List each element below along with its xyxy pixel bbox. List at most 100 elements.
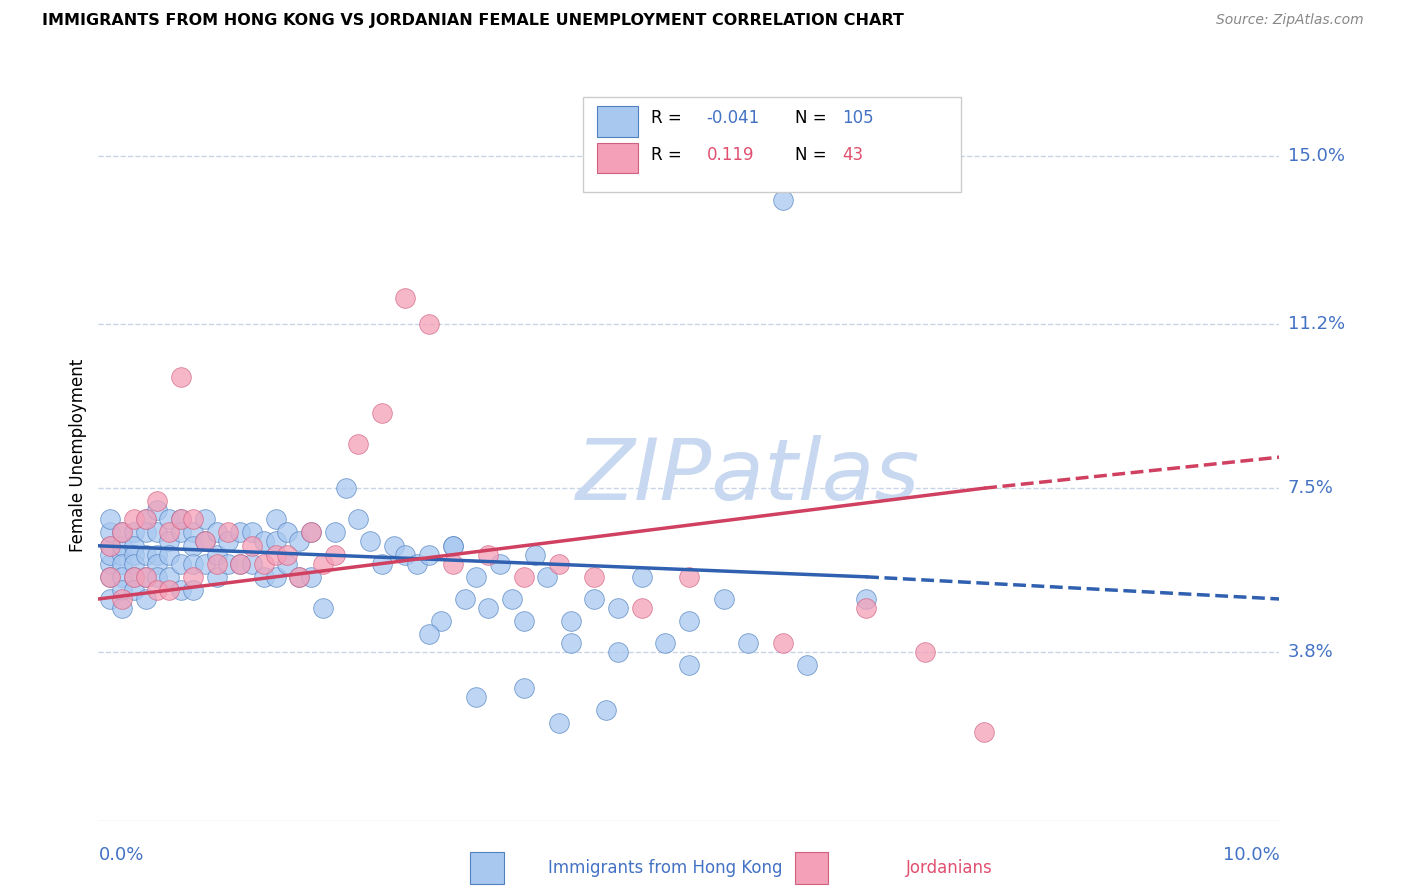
Point xyxy=(122,557,145,571)
Point xyxy=(312,600,335,615)
Point xyxy=(276,525,298,540)
Point xyxy=(111,570,134,584)
Point xyxy=(135,525,157,540)
Bar xyxy=(596,106,638,136)
Point xyxy=(111,539,134,553)
Point xyxy=(111,600,134,615)
Text: 0.0%: 0.0% xyxy=(98,846,143,863)
Point xyxy=(253,534,276,549)
Text: Jordanians: Jordanians xyxy=(905,859,993,877)
Point xyxy=(772,636,794,650)
Point xyxy=(441,539,464,553)
Text: IMMIGRANTS FROM HONG KONG VS JORDANIAN FEMALE UNEMPLOYMENT CORRELATION CHART: IMMIGRANTS FROM HONG KONG VS JORDANIAN F… xyxy=(42,13,904,29)
Point xyxy=(583,592,606,607)
Point xyxy=(347,437,370,451)
Point xyxy=(441,557,464,571)
Point xyxy=(371,557,394,571)
Point xyxy=(276,548,298,562)
Point xyxy=(122,525,145,540)
Point xyxy=(135,512,157,526)
Point xyxy=(217,534,239,549)
Text: R =: R = xyxy=(651,110,688,128)
Point xyxy=(288,570,311,584)
Point xyxy=(135,512,157,526)
Text: R =: R = xyxy=(651,146,682,164)
Text: 11.2%: 11.2% xyxy=(1288,315,1346,333)
Point xyxy=(122,548,145,562)
Point xyxy=(536,570,558,584)
Point xyxy=(205,557,228,571)
Point xyxy=(111,525,134,540)
Point xyxy=(98,539,121,553)
Point xyxy=(323,525,346,540)
Point xyxy=(217,557,239,571)
Point xyxy=(146,557,169,571)
Point xyxy=(157,548,180,562)
Point xyxy=(146,583,169,598)
Text: 43: 43 xyxy=(842,146,863,164)
Point xyxy=(394,548,416,562)
Text: 10.0%: 10.0% xyxy=(1223,846,1279,863)
Point xyxy=(111,583,134,598)
Point xyxy=(170,583,193,598)
Text: 0.119: 0.119 xyxy=(707,146,754,164)
Point xyxy=(477,600,499,615)
Point xyxy=(276,557,298,571)
Point xyxy=(347,512,370,526)
Point xyxy=(299,570,322,584)
Point xyxy=(98,557,121,571)
Point xyxy=(264,534,287,549)
Point xyxy=(430,614,453,628)
Point xyxy=(240,557,263,571)
Point xyxy=(170,512,193,526)
Point xyxy=(194,534,217,549)
Point xyxy=(524,548,547,562)
Text: 7.5%: 7.5% xyxy=(1288,479,1334,497)
Point xyxy=(465,570,488,584)
Point xyxy=(122,570,145,584)
Point xyxy=(135,570,157,584)
Point xyxy=(229,557,252,571)
Point xyxy=(855,592,877,607)
Point xyxy=(453,592,475,607)
Point xyxy=(418,317,440,331)
Bar xyxy=(796,852,828,884)
Text: Source: ZipAtlas.com: Source: ZipAtlas.com xyxy=(1216,13,1364,28)
Point xyxy=(595,703,617,717)
Bar xyxy=(596,143,638,173)
Text: N =: N = xyxy=(796,146,827,164)
Point xyxy=(217,525,239,540)
Point xyxy=(359,534,381,549)
Point xyxy=(122,570,145,584)
Point xyxy=(630,600,652,615)
Point xyxy=(264,512,287,526)
Point xyxy=(973,725,995,739)
Point xyxy=(253,570,276,584)
Point xyxy=(489,557,512,571)
Point xyxy=(194,534,217,549)
Point xyxy=(111,525,134,540)
Point xyxy=(157,534,180,549)
Text: -0.041: -0.041 xyxy=(707,110,759,128)
Point xyxy=(264,570,287,584)
Point xyxy=(371,406,394,420)
Point xyxy=(253,557,276,571)
Point xyxy=(122,583,145,598)
Point xyxy=(170,512,193,526)
Point xyxy=(855,600,877,615)
Point xyxy=(630,570,652,584)
Point xyxy=(607,600,630,615)
Point xyxy=(135,548,157,562)
Point xyxy=(205,570,228,584)
Point xyxy=(146,570,169,584)
Point xyxy=(157,570,180,584)
Point xyxy=(98,548,121,562)
Point xyxy=(181,583,204,598)
Point xyxy=(796,658,818,673)
Point xyxy=(441,539,464,553)
Point xyxy=(288,534,311,549)
Point xyxy=(170,557,193,571)
Point xyxy=(135,592,157,607)
Point xyxy=(678,614,700,628)
Point xyxy=(205,548,228,562)
